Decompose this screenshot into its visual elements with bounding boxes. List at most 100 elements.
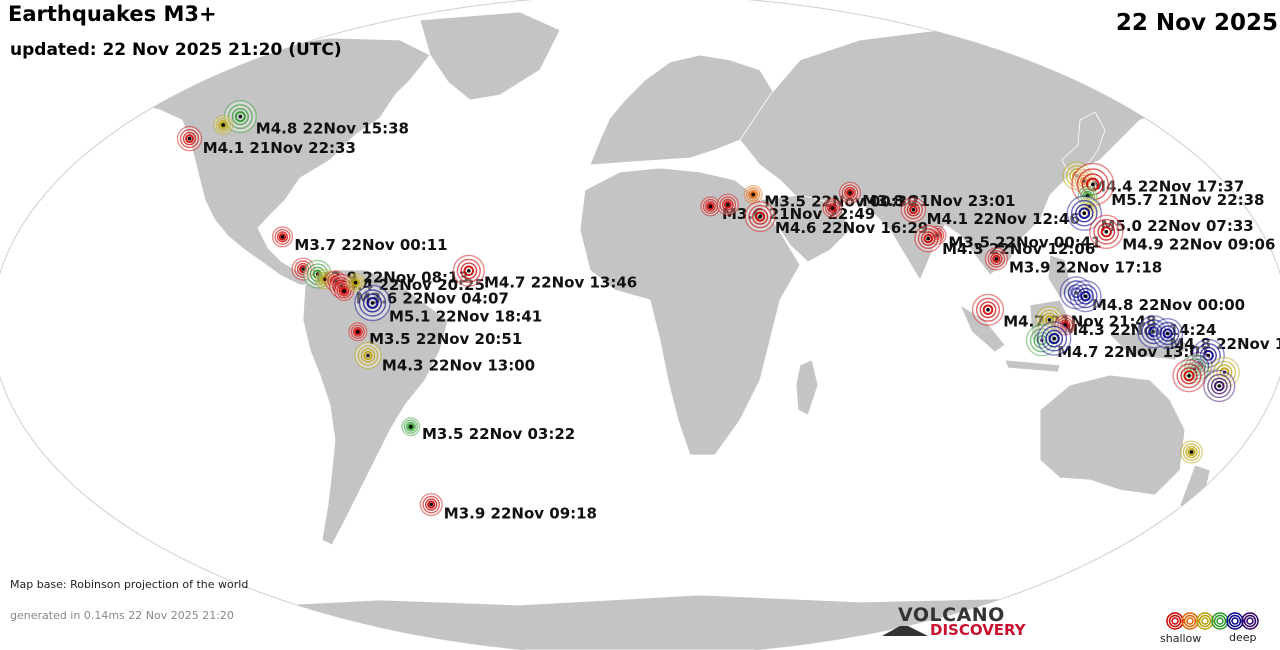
earthquake-marker[interactable] — [1036, 321, 1072, 356]
earthquake-marker[interactable] — [716, 193, 739, 216]
legend-ring-mid — [1211, 612, 1229, 630]
earthquake-marker[interactable] — [346, 273, 366, 293]
earthquake-epicenter — [708, 204, 713, 209]
earthquake-ring — [352, 279, 360, 287]
earthquake-marker[interactable]: M3.7 22Nov 00:11 — [271, 226, 448, 254]
earthquake-label: M4.9 22Nov 09:06 — [1122, 235, 1275, 253]
earthquake-ring — [338, 285, 350, 297]
earthquake-ring — [1207, 373, 1232, 399]
earthquake-marker[interactable] — [1179, 440, 1204, 464]
earthquake-ring — [1212, 360, 1237, 385]
earthquake-marker[interactable] — [213, 115, 234, 136]
earthquake-ring — [906, 203, 921, 217]
earthquake-marker[interactable]: M4.9 22Nov 09:06 — [1089, 214, 1276, 253]
earthquake-marker[interactable]: M4.3 22Nov 13:00 — [354, 341, 535, 375]
earthquake-marker[interactable] — [1203, 369, 1236, 403]
earthquake-ring — [1214, 380, 1225, 392]
earthquake-marker[interactable] — [1172, 359, 1206, 393]
earthquake-ring — [1210, 377, 1228, 395]
earthquake-ring — [354, 328, 362, 336]
earthquake-ring — [1070, 287, 1082, 299]
earthquake-ring — [427, 500, 436, 509]
earthquake-marker[interactable]: M3.5 22Nov 00:30 — [743, 184, 918, 211]
earthquake-epicenter — [221, 123, 225, 127]
legend-ring-very-deep — [1241, 612, 1259, 630]
earthquake-label: M4.4 22Nov 17:37 — [1091, 178, 1244, 196]
earthquake-epicenter — [429, 502, 434, 507]
earthquake-marker[interactable] — [1069, 280, 1102, 313]
earthquake-ring — [827, 202, 838, 214]
earthquake-epicenter — [848, 191, 852, 195]
earthquake-label: M3.9 22Nov 09:18 — [444, 504, 597, 522]
earthquake-marker[interactable]: M3.6 22Nov 04:07 — [334, 281, 509, 308]
earthquake-ring — [1079, 188, 1096, 204]
earthquake-epicenter — [758, 214, 762, 219]
earthquake-ring — [1042, 312, 1057, 328]
earthquake-epicenter — [467, 269, 471, 273]
earthquake-ring — [1176, 363, 1202, 389]
earthquake-ring — [360, 348, 376, 363]
earthquake-label: M5.0 22Nov 07:33 — [1101, 217, 1254, 235]
earthquake-epicenter — [911, 208, 916, 212]
earthquake-marker[interactable]: M4.6 22Nov 16:29 — [744, 201, 928, 237]
earthquake-marker[interactable]: M4.8 22Nov 15:38 — [223, 99, 409, 138]
earthquake-label: M4.3 22Nov 12:06 — [942, 240, 1095, 258]
earthquake-epicenter — [356, 330, 360, 334]
logo-text-volcano: VOLCANO — [898, 604, 1005, 626]
earthquake-marker[interactable]: M4.1 22Nov 12:46 — [900, 197, 1080, 228]
generated-note: generated in 0.14ms 22 Nov 2025 21:20 — [10, 609, 234, 622]
earthquake-ring — [751, 208, 769, 225]
earthquake-ring — [227, 104, 253, 130]
legend-label-deep: deep — [1229, 631, 1257, 644]
legend-ring-shallow-mid — [1186, 617, 1194, 625]
earthquake-ring — [231, 107, 249, 126]
earthquake-ring — [350, 277, 361, 288]
earthquake-epicenter — [751, 192, 755, 197]
earthquake-ring — [1085, 202, 1094, 211]
earthquake-marker[interactable] — [1054, 314, 1076, 336]
earthquake-marker[interactable] — [1152, 318, 1184, 350]
earthquake-epicenter — [1152, 330, 1156, 334]
earthquake-label: M3.5 22Nov 00:41 — [948, 233, 1101, 251]
earthquake-ring — [185, 134, 194, 144]
earthquake-ring — [1097, 222, 1116, 241]
earthquake-marker[interactable]: M5.0 22Nov 07:33 — [1066, 195, 1254, 235]
earthquake-ring — [1159, 325, 1176, 342]
earthquake-marker[interactable]: M4.8 22Nov 00:00 — [1059, 276, 1245, 314]
earthquake-ring — [1048, 333, 1060, 345]
earthquake-marker[interactable]: M4.7 22Nov 13:46 — [452, 254, 637, 292]
earthquake-ring — [1029, 328, 1054, 353]
earthquake-ring — [706, 202, 715, 210]
earthquake-marker[interactable]: M3.9 22Nov 09:18 — [419, 493, 597, 523]
earthquake-ring — [363, 350, 373, 361]
earthquake-label: M3.5 22Nov 20:51 — [369, 330, 522, 348]
earthquake-marker[interactable]: M3.5 22Nov 03:22 — [401, 417, 575, 443]
earthquake-label: M4.7 22Nov 13:01 — [1057, 343, 1210, 361]
earthquake-ring — [1182, 443, 1201, 461]
earthquake-ring — [219, 121, 227, 129]
land-masses — [0, 11, 1280, 650]
earthquake-epicenter — [1165, 331, 1170, 336]
earthquake-marker[interactable] — [315, 269, 336, 290]
legend-ring-shallow-mid — [1181, 612, 1199, 630]
earthquake-ring — [460, 262, 478, 280]
earthquake-ring — [975, 297, 1001, 322]
earthquake-ring — [1075, 203, 1094, 223]
earthquake-marker[interactable]: M3.9 22Nov 17:18 — [984, 247, 1163, 277]
earthquake-marker[interactable]: M5.1 22Nov 18:41 — [354, 284, 542, 326]
earthquake-ring — [931, 230, 943, 241]
earthquake-epicenter — [1206, 353, 1211, 358]
legend-ring-deep — [1226, 612, 1244, 630]
earthquake-epicenter — [301, 267, 305, 271]
earthquake-marker[interactable]: M4.1 21Nov 22:33 — [176, 125, 356, 157]
volcano-discovery-logo[interactable]: VOLCANO DISCOVERY — [882, 604, 1032, 640]
earthquake-marker[interactable]: M3.8 21Nov 23:01 — [838, 181, 1016, 210]
earthquake-marker[interactable]: M4.3 22Nov 12:06 — [914, 224, 1095, 258]
earthquake-ring — [407, 423, 415, 431]
earthquake-marker[interactable] — [822, 198, 843, 219]
earthquake-epicenter — [994, 257, 999, 261]
legend-ring-intermediate — [1198, 614, 1212, 628]
earthquake-marker[interactable]: M3.5 22Nov 20:51 — [348, 322, 522, 348]
earthquake-ring — [336, 283, 352, 299]
